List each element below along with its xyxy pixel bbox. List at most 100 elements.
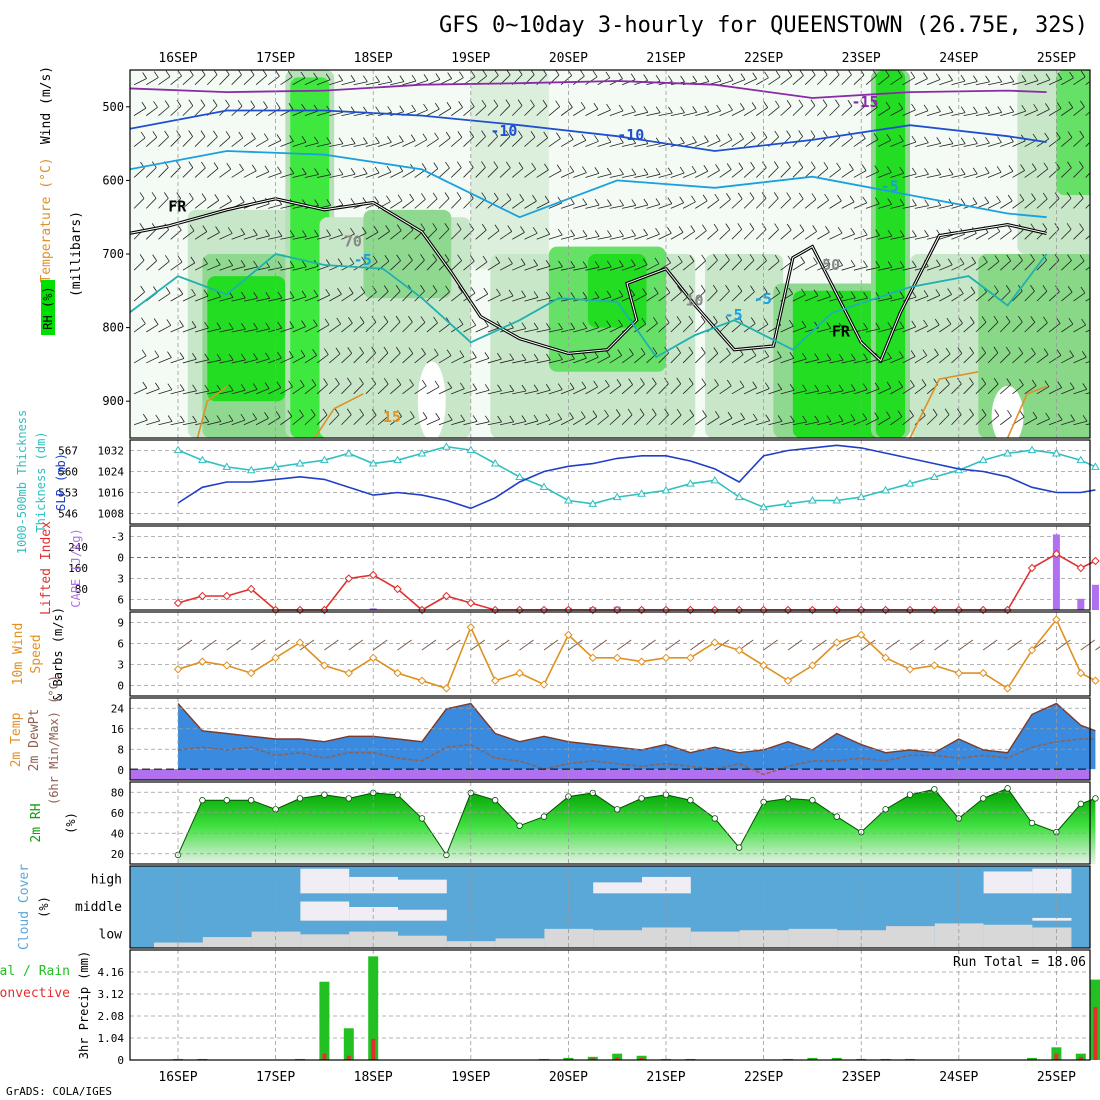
cloud-gap [690,931,740,948]
cloud-gap [544,928,594,948]
rh-point [736,844,743,851]
wind-barb-flag [935,289,941,296]
wind-barb-flag [664,346,669,354]
wind-barb [902,385,915,395]
wind-barb [268,417,281,426]
wind-barb [670,291,682,302]
temp2m-axis-label: 2m Temp [9,712,24,767]
wind-speed-point [588,653,598,663]
wind-barb [573,267,588,271]
wind-barb [756,167,767,178]
wind-barb-flag [228,414,234,422]
wind-barb-flag [348,287,354,294]
wind-barb [987,112,1002,117]
wind-barb-flag [326,137,332,144]
wind-barb-flag [692,75,698,83]
wind-barb-flag [397,410,402,417]
wind-barb [975,322,987,333]
wind-barb [158,136,169,147]
wind-barb-flag [640,347,646,355]
pressure-tick-label: 900 [102,394,124,408]
wind-barb-flag [374,196,379,203]
wind-barb-flag [911,260,917,268]
wind-barb-flag [750,285,755,292]
wind-barb-flag [371,377,377,385]
wind-barb-flag [813,257,818,264]
temperature-tick-label: 24 [111,702,125,715]
wind-barb-flag [1054,223,1060,230]
wind-barb-flag [371,346,376,354]
footer-credit: GrADS: COLA/IGES [6,1085,112,1098]
wind-barb-flag [862,228,868,236]
wind-barb-flag [288,380,293,388]
wind-barb-flag [544,195,550,203]
wind-barb-flag [190,256,196,264]
wind-barb-flag [643,228,648,236]
wind-barb-flag [509,415,515,423]
wind-barb [280,141,294,147]
surface-wind-barb [250,639,266,651]
wind-barb-flag [604,379,610,387]
wind-barb-flag [544,163,549,171]
wind-barb-flag [630,289,636,296]
top-day-label: 19SEP [451,51,490,66]
wind-barb-flag [460,382,465,390]
wind-barb [695,200,708,209]
wind-barb [743,387,757,395]
wind-barb-flag [639,408,645,415]
wind-barb [292,236,307,240]
surface-wind-barb [275,639,290,651]
wind-barb-flag [288,103,294,110]
wind-barb-flag [984,196,990,204]
wind-barb [390,260,401,271]
wind-barb-flag [216,322,222,329]
wind-barb-flag [481,99,487,107]
wind-barb [658,203,672,209]
wind-barb-flag [676,408,682,416]
wind-barb [341,233,355,240]
thickness-point [759,502,768,511]
lifted-index-point [1027,563,1037,573]
pressure-axis-label: (millibars) [69,211,84,297]
wind-barb [853,138,866,147]
wind-barb-flag [773,161,779,168]
wind-barb-flag [204,415,210,423]
wind-barb [865,75,877,86]
wind-barb-flag [677,255,683,263]
wind-barb [292,355,306,364]
wind-barb-flag [960,198,966,205]
wind-barb-flag [604,409,609,417]
wind-barb-flag [985,75,990,83]
wind-barb [194,136,206,147]
wind-barb-flag [1069,350,1074,357]
wind-barb-flag [798,99,804,107]
wind-barb [621,265,636,271]
wind-barb [829,105,840,116]
rh-band [207,276,286,402]
wind-barb-flag [1081,351,1087,358]
wind-barb-flag [521,290,526,297]
wind-barb [658,322,670,333]
wind-barb [780,105,792,116]
wind-barb-flag [664,408,669,416]
wind-barb-flag [630,259,636,266]
wind-barb-flag [289,261,295,268]
wind-barb-flag [911,167,917,175]
wind-barb-flag [726,193,731,200]
wind-barb-flag [188,130,193,137]
wind-barb-flag [606,260,612,268]
wind-barb-flag [557,413,563,420]
wind-barb [817,328,831,333]
wind-barb [194,199,207,209]
wind-barb [951,323,963,333]
wind-barb [682,261,695,271]
wind-barb-flag [301,290,307,298]
wind-barb-flag [1082,415,1088,422]
wind-barb-flag [520,226,525,233]
wind-barb-flag [911,135,917,143]
wind-barb-flag [484,384,490,391]
wind-barb [731,79,746,86]
precip-tick-label: 3.12 [98,988,125,1001]
wind-barb [182,294,196,302]
cloud-gap [642,876,691,894]
